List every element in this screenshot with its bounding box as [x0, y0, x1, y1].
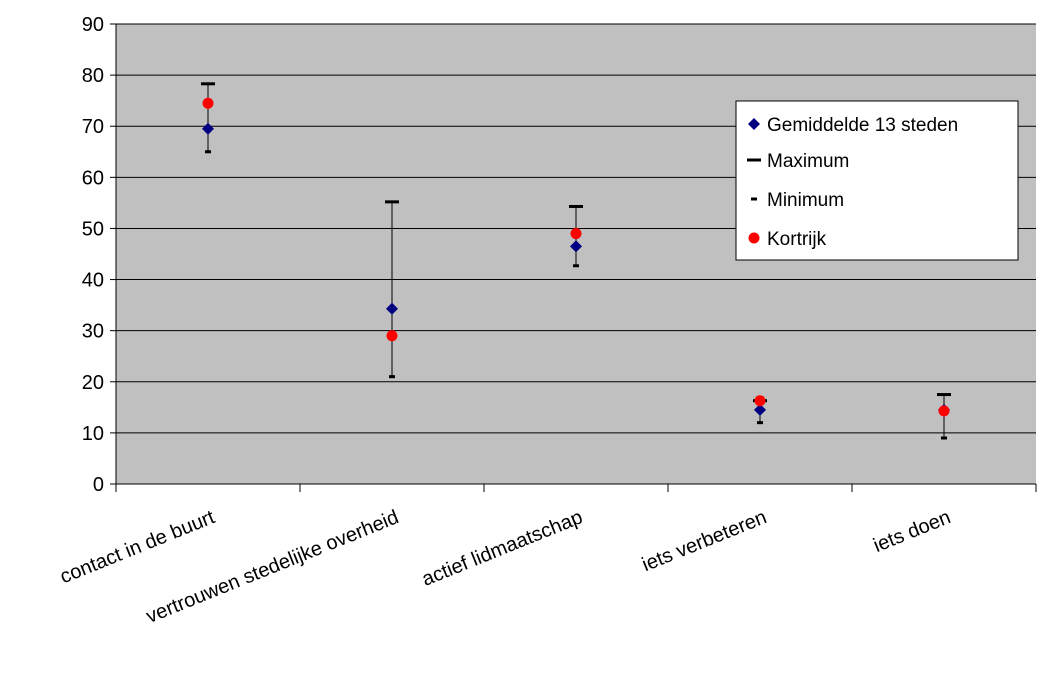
legend-label: Minimum — [767, 190, 844, 211]
kortrijk-point — [386, 330, 398, 342]
average-point — [754, 403, 766, 416]
kortrijk-point — [202, 97, 214, 109]
y-tick-label: 60 — [82, 167, 104, 189]
legend-symbol-circle — [748, 232, 760, 244]
y-tick-label: 30 — [82, 321, 104, 343]
average-point — [570, 240, 582, 253]
y-axis-ticks: 0 10 20 30 40 50 60 70 80 90 — [82, 14, 116, 496]
kortrijk-point — [754, 395, 766, 407]
legend-label: Kortrijk — [767, 229, 827, 250]
legend-box — [735, 100, 1019, 261]
y-tick-label: 0 — [93, 474, 104, 496]
y-tick-label: 70 — [82, 116, 104, 138]
kortrijk-point — [938, 405, 950, 417]
x-category-label: contact in de buurt — [57, 506, 218, 588]
kortrijk-point — [570, 228, 582, 240]
average-point — [202, 122, 214, 135]
x-category-label: iets doen — [870, 506, 954, 557]
legend-label: Maximum — [767, 151, 849, 172]
y-tick-label: 10 — [82, 423, 104, 445]
average-point — [386, 302, 398, 315]
legend-label: Gemiddelde 13 steden — [767, 115, 958, 136]
y-tick-label: 80 — [82, 65, 104, 87]
y-tick-label: 50 — [82, 218, 104, 240]
y-tick-label: 90 — [82, 14, 104, 36]
y-tick-label: 20 — [82, 372, 104, 394]
data-marks — [201, 82, 951, 440]
axes — [115, 24, 1036, 485]
x-category-label: actief lidmaatschap — [419, 506, 586, 591]
legend: Gemiddelde 13 steden Maximum Minimum Kortri… — [735, 100, 1019, 261]
y-tick-label: 40 — [82, 270, 104, 292]
x-category-label: iets verbeteren — [639, 506, 770, 576]
legend-symbol-diamond — [748, 118, 760, 130]
